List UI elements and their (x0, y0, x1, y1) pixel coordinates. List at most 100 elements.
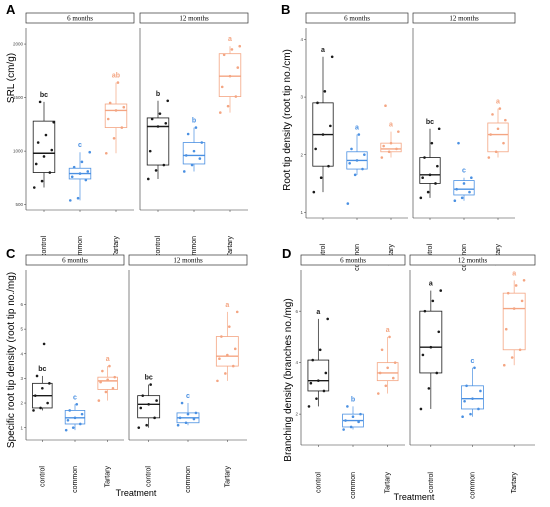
box-iqr (182, 142, 206, 165)
data-point (39, 406, 42, 410)
y-tick-label: 4 (20, 351, 23, 356)
data-point (431, 299, 435, 303)
data-point (233, 347, 237, 351)
data-point (78, 422, 82, 426)
data-point (84, 178, 88, 182)
significance-label: b (351, 396, 355, 403)
facet-strip-label: 12 months (173, 256, 203, 264)
data-point (393, 361, 397, 364)
x-tick-label: common (185, 466, 192, 493)
facet-strip-label: 6 months (340, 256, 366, 264)
x-tick-label: Tartary (388, 244, 395, 266)
y-axis-title: SRL (cm/g) (6, 53, 17, 103)
data-point (355, 159, 359, 162)
data-point (349, 425, 353, 429)
x-tick-label: control (428, 472, 435, 493)
facet-6-months: 6 months1234controlacommonaTartarya (300, 12, 409, 271)
box-Tartary: Tartary a (487, 99, 509, 266)
data-point (504, 118, 507, 122)
data-point (149, 383, 152, 386)
data-point (116, 81, 120, 84)
data-point (512, 307, 516, 310)
significance-label: a (512, 270, 516, 277)
data-point (506, 291, 510, 295)
data-point (453, 199, 457, 203)
box-control: control bc (419, 119, 441, 265)
data-point (421, 176, 424, 179)
data-point (230, 48, 234, 51)
data-point (224, 372, 227, 375)
x-tick-label: Tartary (495, 244, 502, 266)
data-point (477, 407, 480, 411)
data-point (78, 172, 82, 175)
data-point (314, 147, 317, 151)
facet-6-months: 6 months 500 1000 1500 2000 control bc common c T… (13, 12, 135, 263)
x-tick-label: control (320, 244, 327, 265)
data-point (363, 153, 366, 156)
box-control: control a (419, 281, 443, 493)
data-point (35, 374, 39, 378)
data-point (315, 397, 318, 400)
y-axis-title: Branching density (branches no./mg) (283, 298, 294, 461)
data-point (108, 364, 111, 368)
box-common: common c (68, 142, 92, 263)
significance-label: bc (145, 375, 153, 382)
data-point (465, 384, 468, 388)
data-point (40, 179, 44, 183)
data-point (158, 112, 162, 115)
y-tick-label: 2 (295, 412, 298, 417)
x-tick-label: control (146, 466, 153, 487)
data-point (384, 104, 387, 108)
significance-label: a (321, 47, 325, 54)
y-tick-label: 1000 (13, 149, 24, 154)
data-point (473, 366, 476, 370)
significance-label: ab (112, 73, 120, 80)
data-point (50, 148, 54, 152)
box-Tartary: Tartary a (502, 270, 526, 493)
data-point (186, 412, 190, 416)
data-point (231, 364, 235, 368)
data-point (147, 402, 150, 406)
significance-label: a (496, 99, 500, 106)
panel-C: C Specific root tip density (root tip no.… (6, 246, 248, 493)
data-point (434, 182, 437, 185)
data-point (427, 387, 431, 390)
data-point (137, 426, 141, 429)
data-point (510, 356, 514, 359)
data-point (162, 163, 166, 167)
facet-strip-label: 12 months (179, 14, 209, 22)
data-point (75, 402, 79, 406)
data-point (48, 382, 51, 385)
data-point (218, 111, 222, 114)
data-point (176, 423, 180, 427)
data-point (99, 380, 102, 384)
data-point (463, 399, 466, 403)
data-point (423, 156, 426, 159)
data-point (388, 335, 391, 339)
data-point (437, 330, 441, 334)
y-axis-title: Specific root tip density (root tip no./… (6, 272, 17, 448)
data-point (386, 366, 389, 370)
x-tick-label: control (315, 472, 322, 493)
data-point (397, 130, 400, 133)
data-point (88, 150, 92, 154)
data-point (419, 407, 423, 411)
data-point (42, 155, 46, 158)
data-point (164, 121, 168, 125)
box-iqr (137, 395, 161, 419)
data-point (469, 412, 472, 416)
data-point (502, 363, 506, 367)
data-point (326, 317, 329, 321)
data-point (457, 141, 460, 145)
data-point (146, 177, 150, 181)
data-point (73, 416, 77, 420)
data-point (180, 401, 184, 405)
y-tick-label: 6 (295, 309, 298, 314)
data-point (323, 90, 327, 93)
data-point (80, 160, 84, 164)
data-point (327, 164, 330, 168)
box-iqr (461, 385, 484, 410)
x-tick-label: common (77, 236, 84, 263)
data-point (329, 124, 332, 128)
